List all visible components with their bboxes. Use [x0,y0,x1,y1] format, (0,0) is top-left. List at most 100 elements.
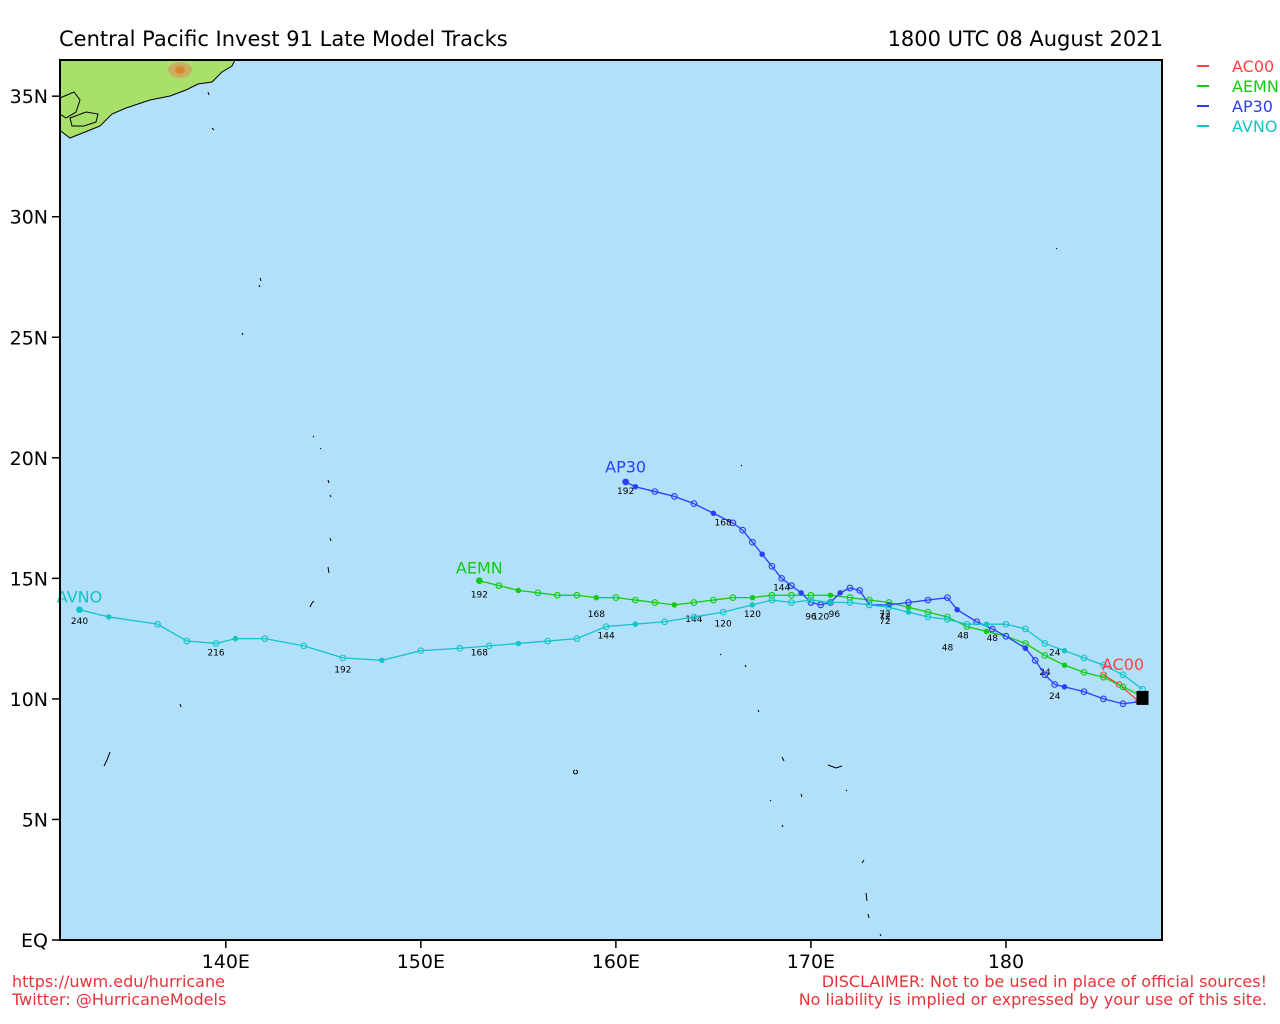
track-point-AVNO-17 [807,596,815,604]
land-shikoku [69,111,99,127]
track-point-AEMN-24 [671,602,678,608]
y-tick-label-15: 15N [10,568,48,590]
track-point-AEMN-32 [515,587,522,594]
track-point-AP30-28 [759,551,765,557]
track-point-AVNO-36 [232,635,239,642]
track-point-AEMN-21 [729,594,737,601]
track-point-AVNO-20 [749,602,756,608]
track-point-AVNO-16 [827,599,834,606]
y-tick-label-30: 30N [10,207,48,229]
track-point-AVNO-13 [885,603,893,611]
hour-label-AP30-0: 24 [1049,692,1061,702]
track-point-AP30-20 [837,590,843,596]
track-point-AEMN-5 [1041,652,1049,659]
track-point-AEMN-30 [554,591,561,599]
track-point-AP30-36 [632,483,639,490]
track-point-AVNO-4 [1061,647,1068,654]
hour-label-AEMN-3: 96 [805,612,817,622]
track-point-AVNO-33 [339,654,347,662]
model-label-AP30: AP30 [605,457,646,476]
track-point-AVNO-18 [788,599,795,606]
hour-label-AP30-4: 144 [773,583,790,593]
disclaimer-line-2: No liability is implied or expressed by … [798,990,1267,1009]
axes-layer: 140E 150E 160E 170E 180 EQ 5N 10N 15N 20N 25N 30N 35… [10,86,1024,973]
track-point-AVNO-7 [1002,620,1010,628]
tracks-layer: 24487296120144168192AEMN2448729614416819… [57,457,1149,708]
track-point-AP30-35 [651,488,659,495]
track-point-AP30-13 [944,594,951,601]
track-point-AP30-4 [1061,684,1068,690]
track-point-AVNO-12 [905,609,912,615]
track-point-AP30-27 [768,562,776,570]
track-point-AVNO-8 [983,621,990,627]
track-point-AP30-1 [1119,700,1127,708]
y-tick-label-25: 25N [10,327,48,349]
hour-label-AVNO-3: 120 [812,612,829,622]
track-point-AP30-33 [690,500,698,507]
track-point-AVNO-15 [846,599,854,606]
y-tick-label-20: 20N [10,448,48,470]
track-point-AP30-3 [1080,688,1088,696]
track-point-AP30-22 [817,601,825,609]
track-point-AVNO-26 [573,635,581,642]
hour-label-AP30-1: 48 [987,634,999,644]
hour-label-AVNO-4: 120 [715,620,732,630]
hour-label-AP30-5: 168 [715,518,732,528]
track-point-AP30-19 [846,584,854,592]
track-point-AP30-34 [671,493,678,500]
track-point-AP30-32 [710,510,717,517]
track-point-AEMN-17 [807,591,815,599]
model-label-AC00: AC00 [1102,655,1144,674]
disclaimer-line-1: DISCLAIMER: Not to be used in place of o… [821,972,1267,991]
track-point-AP30-7 [1031,656,1039,664]
model-label-AVNO: AVNO [57,587,102,606]
hour-label-AVNO-9: 240 [71,617,88,627]
track-point-AEMN-31 [534,589,542,597]
hour-label-AEMN-4: 120 [744,610,761,620]
track-point-AVNO-28 [515,640,522,647]
track-point-AP30-9 [1002,632,1010,640]
track-point-AVNO-14 [866,601,873,609]
track-point-AP30-30 [739,526,747,534]
footer-url[interactable]: https://uwm.edu/hurricane [12,972,225,991]
track-point-AVNO-39 [154,620,161,628]
track-point-AVNO-2 [1100,661,1107,669]
track-point-AVNO-24 [632,621,639,627]
track-point-AVNO-29 [485,642,493,650]
map-datetime: 1800 UTC 08 August 2021 [887,27,1163,51]
hour-label-AEMN-2: 72 [879,617,890,627]
track-point-AEMN-22 [710,596,717,604]
x-tick-label-180: 180 [988,951,1024,973]
y-tick-label-10: 10N [10,689,48,711]
track-point-AP30-10 [988,625,996,633]
y-tick-label-35: 35N [10,86,48,108]
track-point-AEMN-16 [827,592,834,598]
track-point-AVNO-5 [1041,640,1049,647]
track-point-AEMN-27 [612,594,620,601]
track-point-AEMN-1 [1119,683,1127,691]
land-japan [59,59,236,139]
legend-label-AEMN: AEMN [1232,77,1279,96]
track-point-AP30-26 [778,575,786,582]
model-label-AEMN: AEMN [456,559,503,578]
track-point-AVNO-23 [661,618,668,626]
track-point-AEMN-29 [573,591,581,599]
footer-twitter: Twitter: @HurricaneModels [12,990,227,1009]
legend-label-AVNO: AVNO [1232,117,1277,136]
small-islands [103,91,1058,937]
track-point-AVNO-3 [1080,654,1088,662]
track-point-AEMN-3 [1080,669,1088,676]
hour-label-AVNO-0: 24 [1049,649,1061,659]
hour-label-AVNO-6: 168 [471,649,488,659]
hour-label-AEMN-7: 192 [471,591,488,601]
x-tick-label-140: 140E [202,951,250,973]
hour-label-AP30-2: 72 [879,612,890,622]
track-point-AEMN-18 [788,591,795,599]
track-point-AVNO-35 [261,635,269,642]
hour-label-AVNO-1: 48 [957,632,969,642]
map-title: Central Pacific Invest 91 Late Model Tra… [59,27,508,51]
track-point-AEMN-20 [749,594,756,601]
track-point-AVNO-22 [690,613,698,621]
track-point-AVNO-25 [602,623,610,630]
